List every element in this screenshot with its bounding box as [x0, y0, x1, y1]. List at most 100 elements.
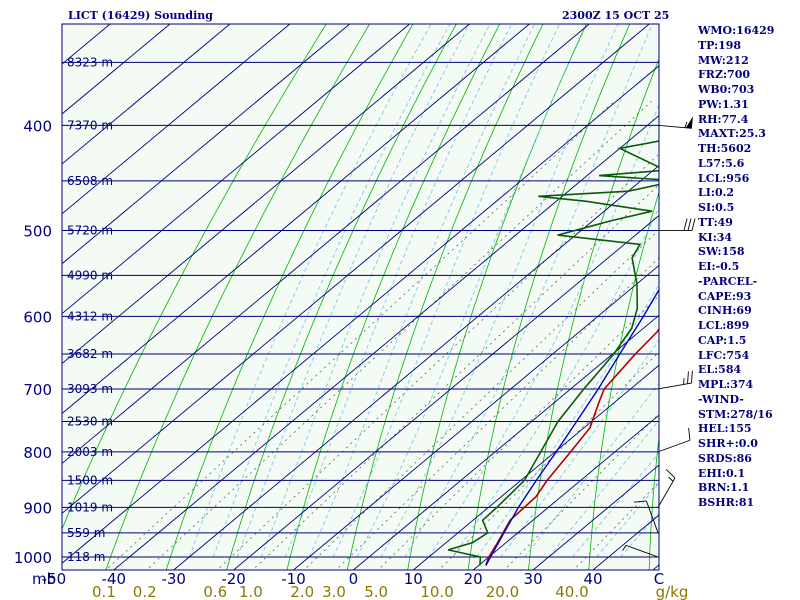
temperature-unit-label: C: [654, 570, 664, 588]
index-item: CAPE:93: [698, 289, 752, 303]
pressure-unit-label: mb: [32, 570, 56, 588]
index-item: EI:-0.5: [698, 260, 740, 273]
dry-adiabat: [407, 24, 587, 570]
height-label: 3093 m: [67, 382, 113, 396]
moist-adiabat: [284, 24, 513, 558]
temperature-tick-label: -20: [221, 570, 246, 588]
sounding-datetime: 2300Z 15 OCT 25: [562, 9, 670, 22]
index-item: MAXT:25.3: [698, 127, 766, 141]
wind-barb: [657, 370, 693, 390]
index-item: TH:5602: [698, 142, 752, 155]
pressure-tick-label: 700: [23, 381, 52, 399]
mixing-ratio-label: 1.0: [239, 583, 263, 600]
height-label: 6508 m: [67, 174, 113, 188]
index-item: MPL:374: [698, 378, 754, 391]
dry-adiabat: [105, 24, 371, 570]
dry-adiabat: [165, 24, 414, 570]
height-label: 7370 m: [67, 118, 113, 132]
pressure-tick-label: 600: [23, 308, 52, 326]
mixing-ratio-label: 3.0: [322, 583, 346, 600]
height-label: 559 m: [67, 526, 105, 540]
index-item: KI:34: [698, 230, 733, 244]
pressure-tick-label: 800: [23, 444, 52, 462]
isotherm: [293, 264, 659, 570]
index-item: TP:198: [698, 38, 742, 52]
index-item: FRZ:700: [698, 68, 751, 82]
isotherm: [62, 24, 350, 265]
index-item: LCL:899: [698, 319, 750, 332]
index-item: WMO:16429: [698, 24, 775, 37]
height-label: 8323 m: [67, 55, 113, 69]
isotherm: [353, 314, 659, 570]
index-item: LCL:956: [698, 171, 750, 185]
mixing-ratio-line: [146, 100, 652, 570]
wind-barb: [622, 544, 659, 558]
moist-adiabat: [356, 24, 588, 558]
height-label: 4312 m: [67, 309, 113, 323]
index-item: L57:5.6: [698, 156, 745, 170]
moist-adiabat: [260, 24, 491, 558]
temperature-tick-label: 10: [404, 570, 423, 588]
wind-barb: [658, 218, 696, 231]
moist-adiabat: [524, 382, 659, 558]
index-item: EHI:0.1: [698, 466, 746, 480]
isotherm: [472, 414, 659, 570]
height-label: 1500 m: [67, 473, 113, 487]
index-item: SRDS:86: [698, 451, 752, 465]
wind-barb: [657, 116, 693, 129]
index-item: LI:0.2: [698, 186, 735, 200]
isotherm: [173, 164, 659, 570]
isotherm: [62, 24, 530, 415]
mixing-ratio-label: 5.0: [364, 583, 388, 600]
mixing-ratio-label: 0.2: [133, 583, 157, 600]
temperature-tick-label: 30: [524, 570, 543, 588]
index-item: BSHR:81: [698, 496, 755, 509]
dry-adiabat: [648, 434, 659, 570]
index-item: PW:1.31: [698, 97, 749, 111]
mixing-ratio-line: [573, 481, 659, 570]
index-item: SI:0.5: [698, 201, 735, 214]
temperature-tick-label: 0: [349, 570, 359, 588]
moist-adiabat: [500, 339, 659, 558]
dry-adiabat: [62, 24, 327, 531]
index-item: CAP:1.5: [698, 333, 747, 347]
mixing-ratio-label: 2.0: [290, 583, 314, 600]
moist-adiabat: [572, 452, 659, 558]
stability-indices-panel: WMO:16429 TP:198 MW:212 FRZ:700 WB0:703 PW:1.…: [698, 24, 774, 511]
temperature-tick-label: -50: [42, 570, 67, 588]
index-item: HEL:155: [698, 422, 752, 436]
isotherm: [113, 115, 659, 570]
moist-adiabat: [404, 24, 653, 558]
pressure-tick-label: 500: [23, 222, 52, 240]
moist-adiabat: [548, 419, 659, 558]
moist-adiabat: [188, 24, 432, 558]
height-label: 4990 m: [67, 268, 113, 282]
isotherm: [62, 24, 231, 165]
isotherm: [233, 214, 659, 570]
plot-frame: [61, 23, 660, 571]
pressure-tick-label: 900: [23, 499, 52, 517]
index-item: RH:77.4: [698, 112, 749, 126]
mixing-ratio-unit-label: g/kg: [656, 583, 689, 600]
height-label: 2003 m: [67, 445, 113, 459]
mixing-ratio-label: 0.6: [203, 583, 227, 600]
index-item: MW:212: [698, 53, 749, 67]
index-item: CINH:69: [698, 304, 752, 318]
index-item: STM:278/16: [698, 407, 773, 421]
index-item: WB0:703: [698, 83, 755, 96]
wind-barb: [634, 500, 659, 533]
temperature-trace: [485, 327, 659, 566]
moist-adiabat: [212, 24, 451, 558]
height-label: 2530 m: [67, 414, 113, 428]
mixing-ratio-label: 10.0: [420, 583, 453, 600]
mixing-ratio-line: [377, 295, 659, 570]
index-item: -WIND-: [698, 392, 744, 406]
isotherm: [62, 24, 470, 365]
index-item: SW:158: [698, 245, 745, 259]
moist-adiabat: [236, 24, 471, 558]
pressure-tick-label: 400: [23, 117, 52, 135]
isotherm: [62, 24, 291, 215]
moist-adiabat: [428, 103, 659, 558]
height-label: 5720 m: [67, 223, 113, 237]
